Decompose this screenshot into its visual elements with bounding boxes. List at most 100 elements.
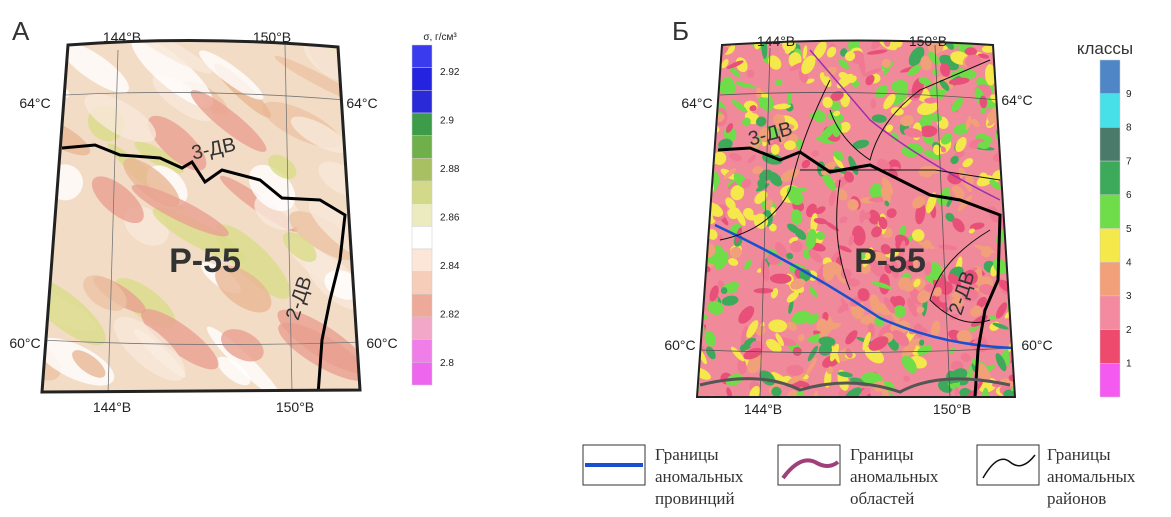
legend-box: [977, 445, 1039, 485]
map-texture: [1012, 306, 1024, 318]
map-texture: [1005, 120, 1019, 127]
map-texture: [699, 64, 711, 75]
scale-title: классы: [1077, 39, 1133, 58]
scale-swatch: [1100, 262, 1120, 296]
lat-label: 64°С: [681, 95, 712, 111]
color-scale: 9 8 7 6 5 4 3 2 1: [1100, 60, 1132, 397]
scale-label: 2.88: [440, 164, 460, 175]
lat-label: 60°С: [1021, 337, 1052, 353]
scale-label: 6: [1126, 190, 1132, 201]
map-texture: [1007, 115, 1017, 125]
scale-swatch: [412, 158, 432, 181]
scale-swatch: [412, 68, 432, 91]
legend-text: Границы: [655, 445, 719, 464]
scale-swatch: [412, 113, 432, 136]
lon-label: 150°В: [276, 399, 314, 415]
map-texture: [24, 108, 63, 146]
scale-swatch: [412, 249, 432, 272]
scale-swatch: [412, 90, 432, 113]
map-texture: [1008, 65, 1019, 87]
scale-swatch: [412, 317, 432, 340]
scale-swatch: [1100, 229, 1120, 263]
scale-label: 5: [1126, 224, 1132, 235]
legend-text: Границы: [850, 445, 914, 464]
scale-label: 9: [1126, 89, 1132, 100]
map-texture: [708, 40, 716, 50]
map-texture: [1013, 198, 1021, 215]
map-texture: [1008, 109, 1024, 132]
lat-label: 64°С: [1001, 92, 1032, 108]
map-texture: [686, 155, 706, 173]
map-texture: [1011, 108, 1017, 118]
legend: Границы аномальных провинций Границы аномаль…: [583, 445, 1136, 508]
legend-text: аномальных: [850, 467, 939, 486]
scale-label: 7: [1126, 156, 1132, 167]
scale-swatch: [1100, 161, 1120, 195]
map-texture: [1007, 135, 1020, 140]
lat-label: 64°С: [19, 95, 50, 111]
scale-swatch: [1100, 60, 1120, 94]
scale-label: 2.8: [440, 358, 454, 369]
scale-label: 3: [1126, 291, 1132, 302]
map-texture: [1012, 107, 1025, 119]
legend-text: районов: [1047, 489, 1106, 508]
map-texture: [1009, 125, 1025, 137]
map-texture: [693, 135, 714, 152]
lat-label: 60°С: [9, 335, 40, 351]
legend-text: областей: [850, 489, 914, 508]
map-texture: [691, 232, 701, 240]
scale-label: 2.9: [440, 116, 454, 127]
legend-text: аномальных: [1047, 467, 1136, 486]
map-texture: [693, 180, 709, 195]
scale-swatch: [412, 226, 432, 249]
lon-label: 144°В: [93, 399, 131, 415]
lon-label: 150°В: [253, 29, 291, 45]
map-texture: [972, 305, 982, 315]
lat-label: 64°С: [346, 95, 377, 111]
panel-b: Б 144°В 150°В 144°В 150°В 64°С 60°С 64°С…: [664, 16, 1133, 417]
map-texture: [1008, 127, 1023, 148]
map-texture: [701, 205, 709, 214]
panel-letter: Б: [672, 16, 689, 46]
scale-swatch: [1100, 94, 1120, 128]
map-texture: [1015, 268, 1025, 278]
scale-label: 2: [1126, 325, 1132, 336]
scale-label: 1: [1126, 359, 1132, 370]
panel-a: А 144°В 150°В 144°В 150°В 64°С 60°С 64°С…: [9, 11, 460, 415]
scale-swatch: [1100, 363, 1120, 397]
map-texture: [704, 135, 712, 148]
map-texture: [1010, 135, 1027, 152]
scale-title: σ, г/см³: [423, 32, 457, 43]
scale-swatch: [412, 204, 432, 227]
scale-label: 2.86: [440, 213, 460, 224]
scale-swatch: [1100, 330, 1120, 364]
zone-label: Р-55: [854, 242, 926, 280]
scale-swatch: [1100, 127, 1120, 161]
map-a: [12, 11, 390, 404]
lon-label: 144°В: [103, 29, 141, 45]
lon-label: 144°В: [744, 401, 782, 417]
map-texture: [707, 123, 715, 133]
scale-swatch: [412, 181, 432, 204]
figure: А 144°В 150°В 144°В 150°В 64°С 60°С 64°С…: [0, 0, 1171, 517]
map-texture: [689, 294, 700, 316]
legend-text: аномальных: [655, 467, 744, 486]
map-texture: [1004, 167, 1021, 183]
scale-swatch: [1100, 195, 1120, 229]
map-texture: [1015, 262, 1024, 267]
scale-label: 8: [1126, 123, 1132, 134]
scale-swatch: [412, 340, 432, 363]
scale-swatch: [412, 136, 432, 159]
panel-letter: А: [12, 16, 30, 46]
map-texture: [978, 36, 986, 43]
lon-label: 150°В: [933, 401, 971, 417]
scale-swatch: [412, 45, 432, 68]
legend-text: провинций: [655, 489, 735, 508]
scale-label: 4: [1126, 258, 1132, 269]
zone-label: Р-55: [169, 242, 241, 280]
map-texture: [1005, 107, 1018, 122]
lat-label: 60°С: [366, 335, 397, 351]
lat-label: 60°С: [664, 337, 695, 353]
scale-swatch: [412, 272, 432, 295]
scale-label: 2.82: [440, 310, 460, 321]
